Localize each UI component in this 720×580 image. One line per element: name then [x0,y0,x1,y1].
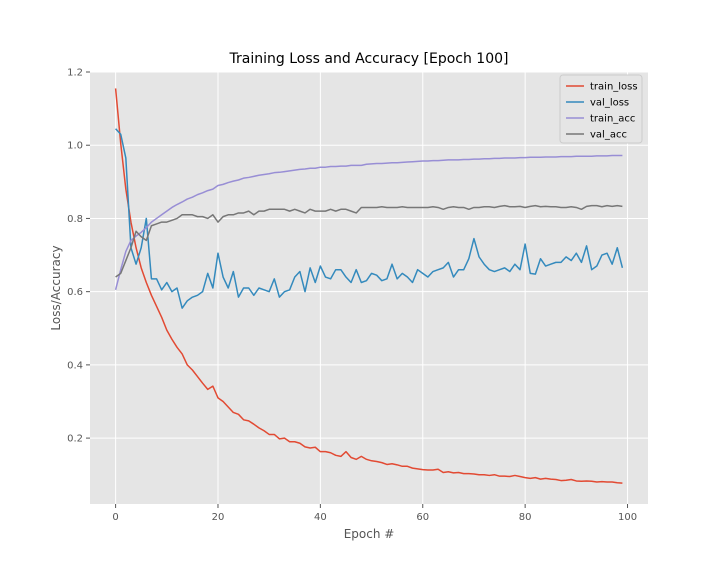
plot-area [90,72,648,504]
legend-label: val_loss [590,98,629,109]
x-tick-label: 20 [212,512,225,523]
y-tick-label: 0.4 [67,360,83,371]
legend-label: train_acc [590,114,635,125]
legend: train_loss val_loss train_acc val_acc [559,74,643,144]
grid [90,71,648,504]
series-line-train-loss [114,88,623,484]
series-line-train-acc [114,154,623,291]
series-layer [114,88,624,484]
x-tick-label: 0 [112,512,118,523]
chart-title: Training Loss and Accuracy [Epoch 100] [229,51,509,67]
y-axis-label: Loss/Accuracy [49,245,63,330]
x-tick-label: 100 [618,512,637,523]
x-tick-label: 80 [519,512,532,523]
x-tick-label: 40 [314,512,327,523]
series-line-val-acc [115,204,623,278]
x-tick-label: 60 [416,512,429,523]
x-axis-label: Epoch # [344,527,395,541]
legend-box [559,74,643,144]
axis-ticks: 0 20 40 60 80 100 0.2 0.4 0.6 0.8 1.0 1.2 [67,68,637,524]
y-tick-label: 0.6 [67,287,83,298]
legend-label: train_loss [590,82,638,93]
y-tick-label: 0.8 [67,214,83,225]
y-tick-label: 0.2 [67,434,83,445]
y-tick-label: 1.0 [67,141,83,152]
y-tick-label: 1.2 [67,68,83,79]
series-line-val-loss [115,128,624,309]
legend-label: val_acc [590,130,627,141]
